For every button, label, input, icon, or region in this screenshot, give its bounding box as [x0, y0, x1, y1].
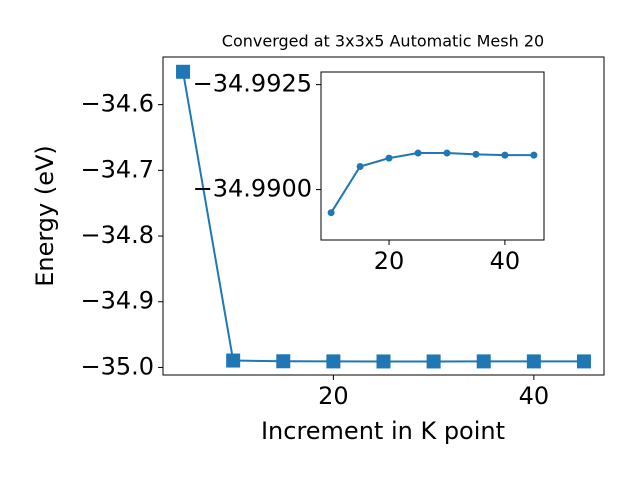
marker — [327, 209, 335, 217]
marker — [276, 354, 291, 369]
y-tick-label: −34.9925 — [193, 70, 312, 98]
series-line — [330, 152, 534, 214]
y-tick-label: −34.9900 — [193, 175, 312, 203]
marker — [326, 354, 341, 369]
x-tick-label: 20 — [318, 382, 349, 410]
marker — [356, 163, 364, 170]
marker — [376, 354, 391, 369]
marker — [414, 149, 422, 157]
y-tick-label: −34.7 — [80, 155, 154, 183]
marker — [476, 354, 491, 369]
marker — [501, 151, 509, 159]
chart-title: Converged at 3x3x5 Automatic Mesh 20 — [222, 32, 544, 51]
x-tick-label: 40 — [519, 382, 550, 410]
x-axis-label: Increment in K point — [261, 417, 505, 445]
x-tick-label: 40 — [490, 247, 521, 275]
marker — [576, 354, 591, 369]
marker — [426, 354, 441, 369]
marker — [526, 354, 541, 369]
marker — [385, 154, 393, 162]
y-tick-label: −35.0 — [80, 352, 154, 380]
marker — [472, 150, 480, 158]
y-tick-label: −34.6 — [80, 90, 154, 118]
y-tick-label: −34.8 — [80, 221, 154, 249]
axes-frame — [162, 56, 605, 376]
marker — [530, 151, 538, 159]
x-tick-label: 20 — [374, 247, 405, 275]
marker — [443, 149, 451, 157]
y-axis-label: Energy (eV) — [31, 145, 59, 287]
marker — [226, 353, 241, 368]
marker — [176, 64, 191, 79]
y-tick-label: −34.9 — [80, 287, 154, 315]
axes-frame — [320, 71, 545, 241]
